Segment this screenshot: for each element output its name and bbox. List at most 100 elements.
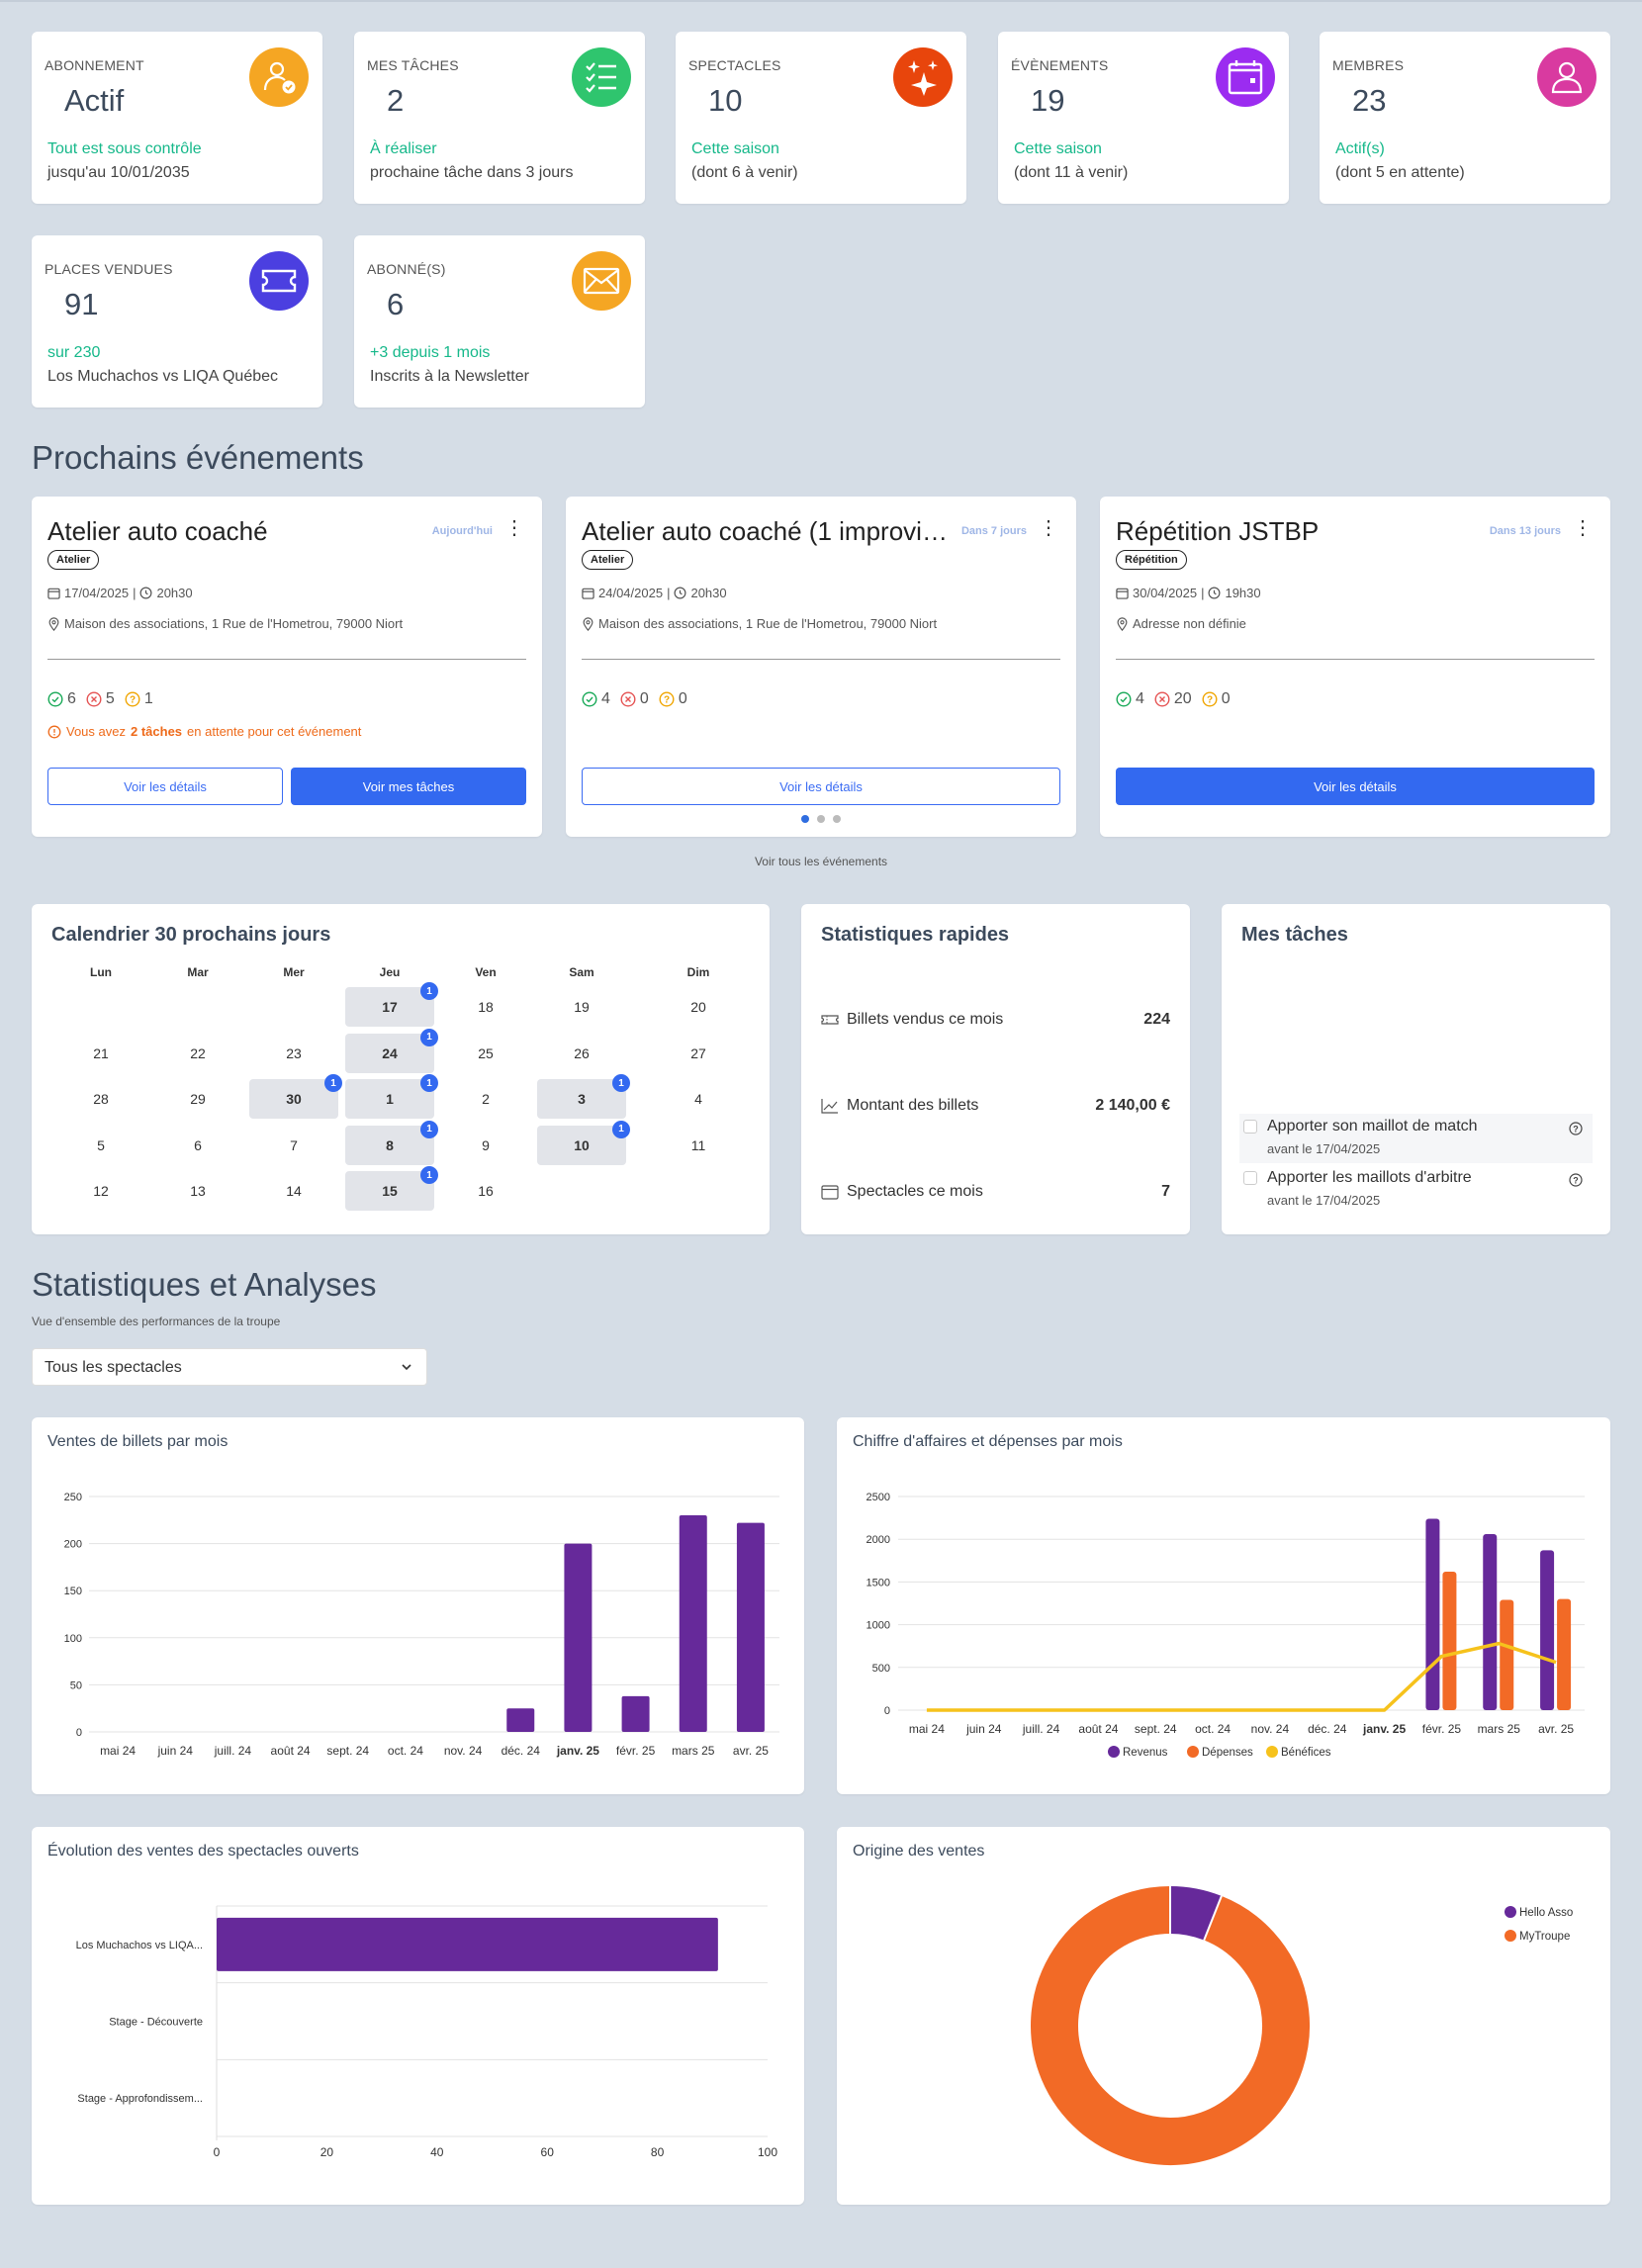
carousel-dots [566,815,1076,823]
help-icon[interactable]: ? [1569,1173,1583,1187]
calendar-day-with-event[interactable]: 17 1 [345,982,438,1027]
stat-value: 224 [1143,1011,1170,1028]
day-number: 11 [690,1136,706,1153]
quick-stats-title: Statistiques rapides [821,924,1010,946]
calendar-day: 7 [249,1126,338,1165]
event-address-text: Maison des associations, 1 Rue de l'Home… [64,616,404,631]
calendar-icon [821,1185,839,1200]
sparkles-icon [908,60,938,96]
x-tick-label: mars 25 [672,1744,715,1758]
stat-value: 2 140,00 € [1095,1097,1170,1114]
calendar-day-with-event[interactable]: 10 1 [537,1120,630,1165]
view-tasks-button[interactable]: Voir mes tâches [291,768,526,805]
day-number: 14 [286,1183,302,1199]
day-number: 27 [690,1044,706,1061]
carousel-dot[interactable] [817,815,825,823]
see-all-events-link[interactable]: Voir tous les événements [754,855,888,868]
calendar-icon [1116,588,1129,599]
location-pin-icon [1117,616,1128,631]
day-number: 10 [574,1136,590,1153]
more-menu-icon[interactable]: ⋮ [1573,517,1593,539]
separator: | [667,586,671,600]
more-menu-icon[interactable]: ⋮ [504,517,524,539]
y-tick-label: 2500 [867,1492,890,1503]
x-tick-label: déc. 24 [502,1744,541,1758]
day-number: 8 [386,1136,394,1153]
day-number: 24 [382,1044,398,1061]
y-tick-label: 200 [64,1539,82,1551]
y-tick-label: 1500 [867,1577,890,1588]
calendar-weekday: Dim [686,965,710,979]
bar-dépenses [1557,1598,1572,1710]
event-title[interactable]: Atelier auto coaché (1 improvisat… [582,516,953,546]
svg-text:?: ? [130,695,136,706]
event-datetime: 24/04/2025 | 20h30 [582,586,727,600]
view-details-button[interactable]: Voir les détails [1116,768,1595,805]
task-item[interactable]: Apporter les maillots d'arbitre avant le… [1239,1165,1593,1215]
check-circle-icon [1116,691,1132,707]
check-circle-icon [47,691,63,707]
event-count-badge: 1 [420,1074,438,1092]
kpi-detail: (dont 6 à venir) [691,164,798,181]
y-tick-label: 0 [884,1705,890,1717]
calendar-day-with-event[interactable]: 24 1 [345,1028,438,1073]
calendar-day: 18 [441,987,530,1027]
event-tag: Atelier [582,550,634,570]
legend-label: Bénéfices [1281,1747,1331,1759]
open-shows-hbar-chart: Los Muchachos vs LIQA... Stage - Découver… [76,1905,777,2159]
day-number: 26 [574,1044,590,1061]
count-no: 5 [105,690,115,707]
show-filter-select[interactable]: Tous les spectacles [32,1348,427,1386]
event-count-badge: 1 [612,1120,630,1138]
day-number: 4 [694,1091,702,1107]
y-tick-label: 2000 [867,1534,890,1546]
day-number: 1 [386,1091,394,1107]
carousel-dot[interactable] [801,815,809,823]
kpi-card: MEMBRES 23 Actif(s) (dont 5 en attente) [1320,32,1610,204]
kpi-card: SPECTACLES 10 Cette saison (dont 6 à ven… [676,32,966,204]
help-icon[interactable]: ? [1569,1122,1583,1135]
calendar-day: 12 [56,1171,145,1211]
event-title[interactable]: Atelier auto coaché [47,516,268,546]
carousel-dot[interactable] [833,815,841,823]
kpi-subtitle: +3 depuis 1 mois [370,344,491,361]
day-number: 22 [190,1044,206,1061]
y-tick-label: 500 [872,1663,890,1675]
kpi-icon-badge [249,251,309,311]
calendar-day-with-event[interactable]: 15 1 [345,1166,438,1211]
calendar-day: 27 [654,1034,743,1073]
question-circle-icon: ? [1202,691,1218,707]
calendar-day-with-event[interactable]: 30 1 [249,1074,342,1119]
kpi-icon-badge [893,47,953,107]
event-title[interactable]: Répétition JSTBP [1116,516,1320,546]
attendance-counts: 4 0 ? 0 [582,690,687,708]
task-checkbox[interactable] [1243,1171,1257,1185]
line-benefices [926,1641,1557,1712]
x-tick-label: févr. 25 [1422,1722,1462,1736]
y-tick-label: 0 [76,1727,82,1739]
task-item[interactable]: Apporter son maillot de match avant le 1… [1239,1114,1593,1163]
view-details-button[interactable]: Voir les détails [582,768,1060,805]
count-no: 20 [1173,690,1192,707]
tickets-bar-chart: 0 50 100 150 200 250 mai 24 juin 24 juill. 24 aoû… [64,1492,779,1758]
stat-row-tickets: Billets vendus ce mois 224 [821,1011,1170,1029]
day-number: 29 [190,1091,206,1107]
kpi-icon-badge [1537,47,1596,107]
day-number: 19 [574,999,590,1015]
event-count-badge: 1 [420,1028,438,1046]
svg-text:?: ? [1573,1124,1579,1134]
kpi-label: PLACES VENDUES [45,261,173,277]
analytics-heading: Statistiques et Analyses [32,1266,377,1303]
kpi-label: ABONNÉ(S) [367,261,446,277]
x-tick-label: oct. 24 [1195,1722,1231,1736]
envelope-icon [583,267,620,295]
x-tick-label: oct. 24 [388,1744,423,1758]
task-checkbox[interactable] [1243,1120,1257,1134]
view-details-button[interactable]: Voir les détails [47,768,283,805]
more-menu-icon[interactable]: ⋮ [1039,517,1058,539]
day-number: 23 [286,1044,302,1061]
warn-pre: Vous avez [66,724,126,739]
